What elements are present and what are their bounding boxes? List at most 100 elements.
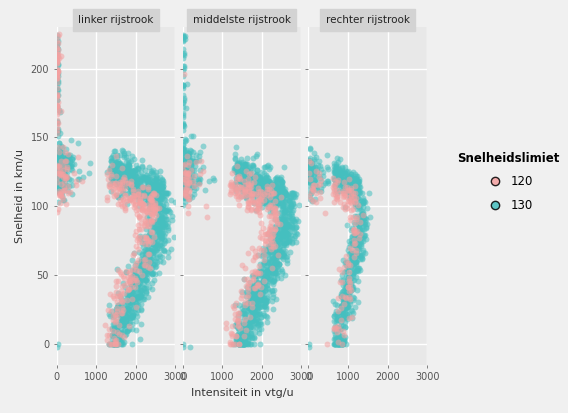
Point	[245, 316, 254, 322]
Point	[178, 45, 187, 52]
Point	[144, 283, 153, 290]
Point	[244, 333, 253, 340]
Point	[271, 205, 280, 211]
Point	[126, 195, 135, 201]
Point	[104, 176, 113, 182]
Point	[248, 276, 257, 282]
Point	[277, 187, 286, 193]
Point	[249, 299, 258, 306]
Point	[154, 206, 163, 212]
Point	[148, 178, 157, 184]
Point	[360, 215, 369, 221]
Point	[257, 228, 266, 235]
Point	[261, 273, 270, 279]
Point	[53, 166, 62, 173]
Point	[182, 152, 191, 159]
Point	[120, 171, 129, 178]
Point	[266, 219, 275, 226]
Point	[285, 207, 294, 214]
Point	[132, 304, 141, 311]
Point	[144, 177, 153, 183]
Point	[114, 194, 123, 201]
Point	[150, 261, 159, 268]
Point	[59, 154, 68, 160]
Point	[63, 174, 72, 180]
Point	[341, 306, 350, 313]
Point	[147, 188, 156, 195]
Point	[112, 304, 121, 311]
Point	[150, 180, 159, 187]
Point	[118, 304, 127, 311]
Point	[229, 341, 238, 347]
Point	[358, 200, 367, 206]
Point	[152, 173, 161, 180]
Point	[137, 287, 146, 294]
Point	[53, 103, 62, 109]
Point	[52, 60, 61, 66]
Point	[340, 174, 349, 181]
Point	[278, 203, 287, 210]
Point	[117, 322, 126, 328]
Point	[253, 289, 262, 295]
Point	[199, 143, 208, 150]
Point	[305, 174, 314, 181]
Point	[268, 232, 277, 239]
Point	[55, 167, 64, 174]
Point	[191, 158, 200, 165]
Point	[264, 161, 273, 168]
Point	[253, 150, 262, 157]
Point	[114, 201, 123, 207]
Point	[188, 183, 197, 190]
Point	[143, 238, 152, 244]
Point	[245, 293, 254, 299]
Point	[136, 191, 145, 198]
Point	[346, 264, 355, 271]
Point	[281, 192, 290, 199]
Point	[245, 335, 254, 342]
Point	[347, 226, 356, 233]
Point	[272, 265, 281, 272]
Point	[253, 202, 262, 209]
Point	[59, 167, 68, 173]
Point	[240, 320, 249, 327]
Point	[343, 312, 352, 318]
Point	[135, 199, 144, 206]
Point	[61, 200, 70, 207]
Point	[337, 164, 346, 171]
Point	[105, 341, 114, 347]
Point	[340, 206, 349, 212]
Point	[62, 174, 72, 180]
Point	[273, 176, 282, 183]
Point	[143, 185, 152, 192]
Point	[59, 173, 68, 179]
Point	[263, 293, 272, 300]
Point	[274, 266, 283, 273]
Point	[349, 198, 358, 204]
Point	[239, 275, 248, 282]
Point	[130, 193, 139, 199]
Point	[147, 228, 156, 235]
Point	[56, 163, 65, 169]
Point	[235, 161, 244, 167]
Point	[155, 190, 164, 196]
Point	[257, 289, 266, 296]
Point	[102, 193, 111, 200]
Point	[132, 242, 141, 249]
Point	[123, 174, 132, 180]
Point	[129, 168, 138, 175]
Point	[120, 191, 129, 198]
Point	[348, 239, 357, 245]
Point	[253, 172, 262, 178]
Point	[276, 215, 285, 221]
Point	[179, 192, 188, 199]
Point	[341, 285, 350, 291]
Point	[265, 249, 274, 255]
Point	[237, 184, 246, 190]
Point	[52, 103, 61, 109]
Point	[132, 299, 141, 306]
Point	[145, 211, 154, 218]
Point	[274, 184, 283, 190]
Point	[148, 271, 157, 277]
Point	[262, 299, 271, 306]
Y-axis label: Snelheid in km/u: Snelheid in km/u	[15, 149, 25, 243]
